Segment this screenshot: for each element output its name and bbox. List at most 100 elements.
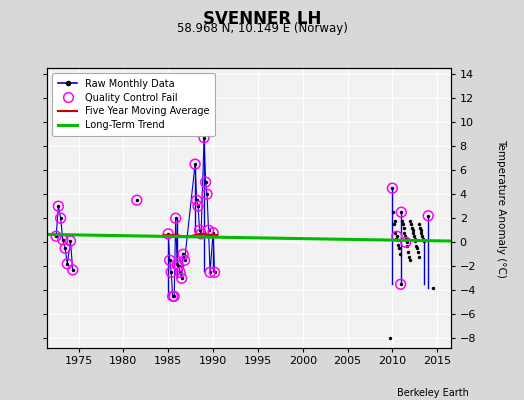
Point bbox=[54, 203, 62, 209]
Point bbox=[192, 197, 201, 203]
Point bbox=[411, 238, 420, 244]
Point bbox=[174, 263, 183, 270]
Point bbox=[406, 218, 414, 224]
Point bbox=[170, 293, 178, 300]
Point bbox=[412, 243, 420, 249]
Point bbox=[395, 245, 403, 252]
Point bbox=[191, 161, 199, 167]
Point bbox=[166, 257, 174, 264]
Point bbox=[406, 257, 414, 264]
Point bbox=[210, 269, 219, 276]
Point bbox=[197, 231, 205, 237]
Point bbox=[200, 134, 208, 141]
Text: SVENNER LH: SVENNER LH bbox=[203, 10, 321, 28]
Point bbox=[201, 179, 210, 185]
Point bbox=[417, 227, 425, 234]
Legend: Raw Monthly Data, Quality Control Fail, Five Year Moving Average, Long-Term Tren: Raw Monthly Data, Quality Control Fail, … bbox=[52, 73, 215, 136]
Point bbox=[390, 221, 398, 228]
Point bbox=[415, 221, 423, 228]
Point bbox=[398, 218, 406, 224]
Point bbox=[191, 161, 199, 167]
Point bbox=[419, 236, 427, 242]
Point bbox=[411, 236, 419, 242]
Point bbox=[388, 185, 397, 191]
Point bbox=[204, 227, 213, 234]
Point bbox=[169, 293, 177, 300]
Point bbox=[401, 239, 410, 246]
Point bbox=[399, 221, 407, 228]
Point bbox=[397, 209, 406, 216]
Point bbox=[397, 281, 405, 288]
Point bbox=[402, 239, 411, 246]
Y-axis label: Temperature Anomaly (°C): Temperature Anomaly (°C) bbox=[496, 138, 506, 278]
Point bbox=[401, 236, 410, 242]
Point bbox=[176, 269, 184, 276]
Point bbox=[176, 269, 184, 276]
Point bbox=[167, 269, 176, 276]
Point bbox=[133, 197, 141, 203]
Point bbox=[61, 245, 69, 252]
Point bbox=[173, 261, 181, 267]
Text: 58.968 N, 10.149 E (Norway): 58.968 N, 10.149 E (Norway) bbox=[177, 22, 347, 35]
Point bbox=[52, 233, 60, 240]
Point bbox=[401, 233, 409, 240]
Point bbox=[171, 215, 180, 222]
Point bbox=[201, 179, 210, 185]
Point bbox=[63, 261, 72, 267]
Point bbox=[178, 275, 186, 282]
Point bbox=[66, 238, 74, 244]
Point bbox=[417, 230, 425, 236]
Point bbox=[63, 261, 72, 267]
Point bbox=[164, 231, 172, 237]
Point bbox=[178, 275, 186, 282]
Point bbox=[209, 230, 217, 236]
Point bbox=[388, 185, 397, 191]
Point bbox=[166, 257, 174, 264]
Point bbox=[409, 230, 418, 236]
Point bbox=[57, 215, 65, 222]
Point bbox=[413, 249, 422, 255]
Point bbox=[179, 251, 188, 258]
Point bbox=[180, 257, 189, 264]
Point bbox=[400, 230, 409, 236]
Point bbox=[424, 213, 432, 219]
Point bbox=[408, 227, 417, 234]
Text: Berkeley Earth: Berkeley Earth bbox=[397, 388, 469, 398]
Point bbox=[171, 215, 180, 222]
Point bbox=[197, 231, 205, 237]
Point bbox=[390, 218, 399, 224]
Point bbox=[170, 293, 178, 300]
Point bbox=[420, 238, 428, 244]
Point bbox=[69, 267, 77, 273]
Point bbox=[403, 243, 411, 249]
Point bbox=[407, 221, 415, 228]
Point bbox=[404, 249, 412, 255]
Point bbox=[169, 293, 177, 300]
Point bbox=[200, 134, 208, 141]
Point bbox=[66, 238, 74, 244]
Point bbox=[173, 261, 181, 267]
Point bbox=[410, 233, 418, 240]
Point bbox=[405, 254, 413, 260]
Point bbox=[392, 233, 401, 240]
Point bbox=[203, 191, 211, 197]
Point bbox=[389, 209, 397, 216]
Point bbox=[416, 225, 424, 231]
Point bbox=[174, 263, 183, 270]
Point bbox=[209, 230, 217, 236]
Point bbox=[391, 230, 399, 236]
Point bbox=[203, 191, 211, 197]
Point bbox=[57, 215, 65, 222]
Point bbox=[69, 267, 77, 273]
Point bbox=[179, 251, 188, 258]
Point bbox=[180, 257, 189, 264]
Point bbox=[394, 237, 402, 243]
Point bbox=[59, 237, 67, 243]
Point bbox=[206, 269, 214, 276]
Point bbox=[399, 225, 408, 231]
Point bbox=[397, 281, 405, 288]
Point bbox=[167, 269, 176, 276]
Point bbox=[394, 242, 402, 248]
Point bbox=[59, 237, 67, 243]
Point bbox=[61, 245, 69, 252]
